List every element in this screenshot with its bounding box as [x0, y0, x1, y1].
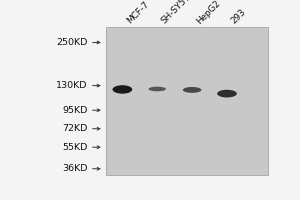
Text: 36KD: 36KD: [62, 164, 88, 173]
Text: 293: 293: [229, 7, 248, 26]
Ellipse shape: [217, 90, 237, 97]
Ellipse shape: [183, 87, 201, 93]
Text: 72KD: 72KD: [62, 124, 88, 133]
Text: 250KD: 250KD: [56, 38, 88, 47]
Text: MCF-7: MCF-7: [125, 0, 150, 26]
Text: 95KD: 95KD: [62, 106, 88, 115]
Bar: [106, 27, 268, 175]
Text: 130KD: 130KD: [56, 81, 88, 90]
Ellipse shape: [112, 85, 132, 94]
Text: SH-SY5Y: SH-SY5Y: [160, 0, 192, 26]
Ellipse shape: [148, 87, 166, 91]
Text: HepG2: HepG2: [194, 0, 222, 26]
Text: 55KD: 55KD: [62, 143, 88, 152]
